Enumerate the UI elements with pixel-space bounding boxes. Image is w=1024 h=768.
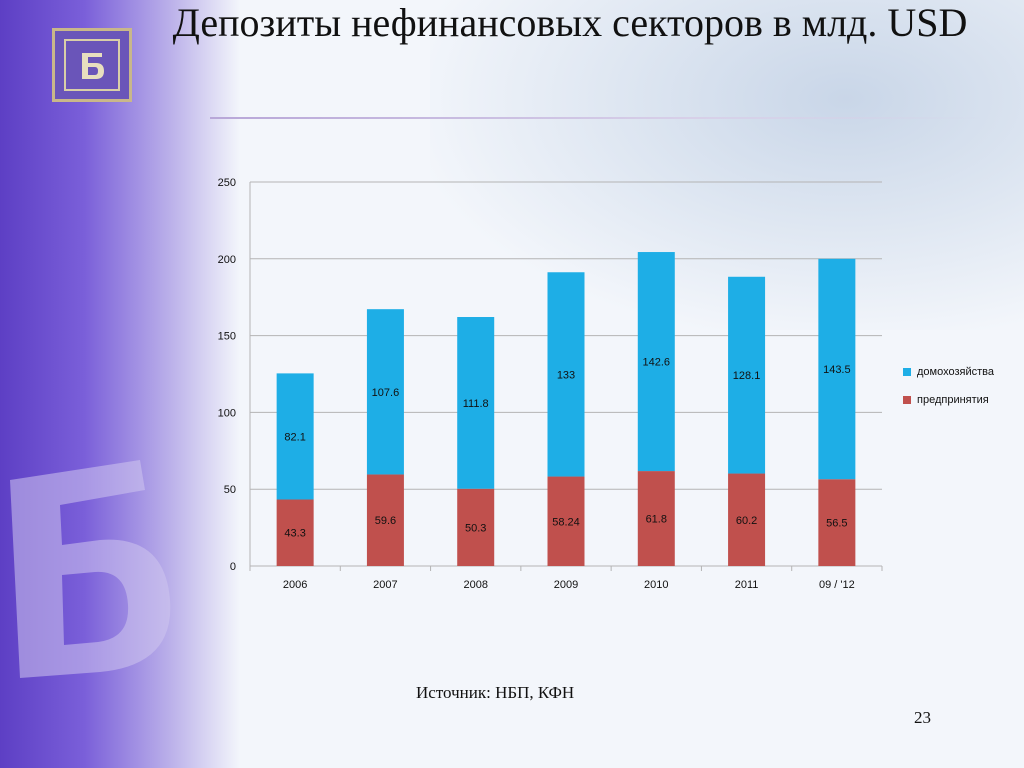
- y-tick-label: 0: [230, 561, 236, 573]
- bar-households: [637, 252, 675, 472]
- title-divider: [210, 117, 990, 119]
- x-tick-label: 2006: [283, 579, 307, 591]
- x-tick-label: 2009: [554, 579, 578, 591]
- bar-households: [728, 276, 766, 474]
- bar-enterprises: [637, 471, 675, 566]
- x-tick-label: 2007: [373, 579, 397, 591]
- bar-enterprises: [276, 499, 314, 566]
- bar-enterprises: [366, 474, 404, 566]
- legend-item-enterprises: предпринятия: [903, 392, 994, 408]
- data-label-enterprises: 58.24: [552, 516, 580, 528]
- y-tick-label: 150: [218, 331, 236, 343]
- data-label-households: 82.1: [284, 431, 305, 443]
- x-tick-label: 2010: [644, 579, 668, 591]
- legend-swatch-households: [903, 368, 911, 376]
- y-tick-label: 200: [218, 254, 236, 266]
- bar-households: [547, 272, 585, 477]
- bar-households: [276, 373, 314, 500]
- data-label-households: 133: [557, 369, 575, 381]
- x-tick-label: 09 / '12: [819, 579, 855, 591]
- bar-enterprises: [457, 488, 495, 566]
- data-label-households: 111.8: [463, 398, 489, 410]
- bank-logo: [52, 28, 132, 102]
- legend-label-enterprises: предпринятия: [917, 394, 989, 406]
- legend-item-households: домохозяйства: [903, 364, 994, 380]
- bar-households: [818, 258, 856, 480]
- source-note: Источник: НБП, КФН: [416, 683, 575, 702]
- data-label-enterprises: 43.3: [284, 528, 305, 540]
- data-label-enterprises: 56.5: [826, 518, 847, 530]
- page-number: 23: [914, 708, 931, 727]
- bar-enterprises: [818, 479, 856, 566]
- y-tick-label: 50: [224, 484, 236, 496]
- data-label-households: 128.1: [733, 370, 761, 382]
- data-label-households: 143.5: [823, 364, 851, 376]
- data-label-enterprises: 50.3: [465, 522, 486, 534]
- data-label-enterprises: 60.2: [736, 515, 757, 527]
- bar-enterprises: [728, 473, 766, 566]
- data-label-enterprises: 61.8: [646, 514, 667, 526]
- x-tick-label: 2008: [463, 579, 487, 591]
- bank-monogram-watermark-icon: [10, 460, 171, 678]
- bar-households: [366, 309, 404, 475]
- bank-monogram-icon: [64, 39, 120, 91]
- data-label-households: 107.6: [372, 387, 400, 399]
- chart-legend: домохозяйства предпринятия: [903, 364, 994, 420]
- x-tick-label: 2011: [735, 579, 759, 591]
- y-tick-label: 250: [218, 177, 236, 189]
- legend-label-households: домохозяйства: [917, 366, 994, 378]
- data-label-households: 142.6: [643, 357, 671, 369]
- bar-households: [457, 317, 495, 489]
- data-label-enterprises: 59.6: [375, 515, 396, 527]
- y-tick-label: 100: [218, 407, 236, 419]
- slide-title: Депозиты нефинансовых секторов в млд. US…: [172, 0, 968, 45]
- bar-enterprises: [547, 476, 585, 566]
- legend-swatch-enterprises: [903, 396, 911, 404]
- background-photo: [430, 0, 1024, 330]
